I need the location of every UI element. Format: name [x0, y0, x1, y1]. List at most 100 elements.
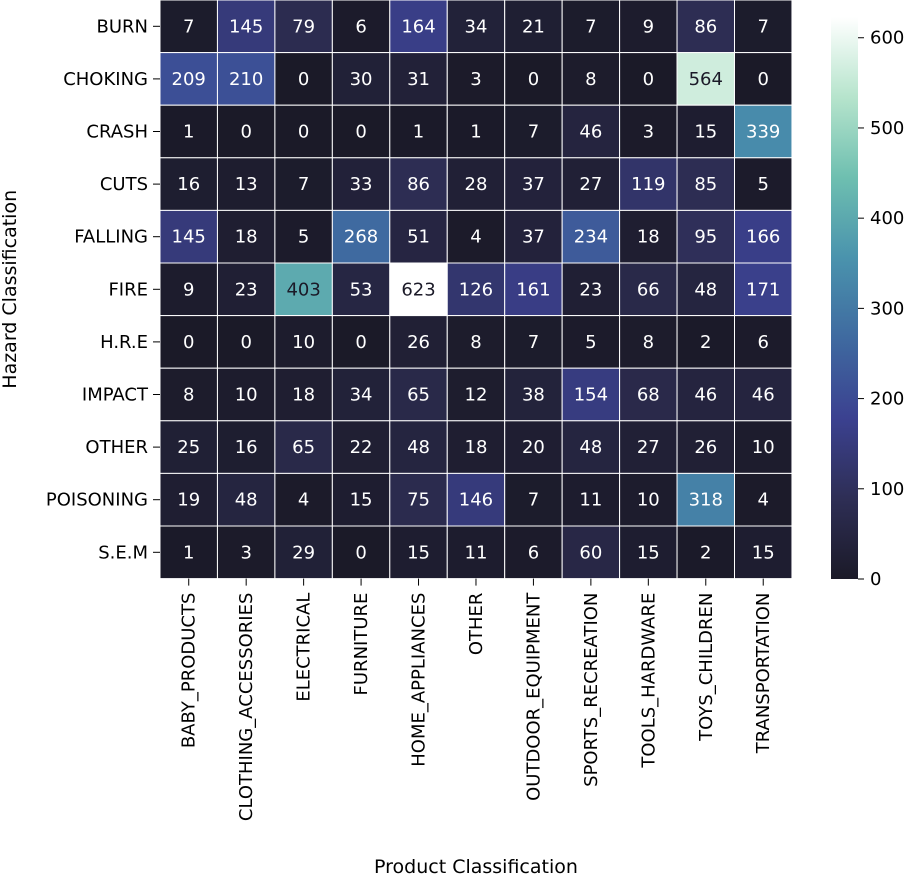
heatmap-cell: [619, 104, 678, 159]
cell-value-label: 0: [757, 69, 768, 90]
heatmap-cell: [734, 157, 793, 211]
heatmap-cell: [676, 420, 735, 474]
cell-value-label: 27: [637, 437, 660, 458]
cell-value-label: 0: [643, 69, 654, 90]
heatmap-cell: [619, 367, 678, 422]
cell-value-label: 145: [229, 16, 263, 37]
cell-value-label: 3: [240, 542, 251, 563]
y-tick-label: CUTS: [100, 174, 148, 195]
cell-value-label: 268: [344, 227, 378, 248]
x-tick-label: HOME_APPLIANCES: [409, 593, 430, 767]
cell-value-label: 29: [292, 542, 315, 563]
cell-value-label: 8: [643, 332, 654, 353]
heatmap-cell: [159, 525, 218, 580]
cell-value-label: 166: [746, 227, 780, 248]
heatmap-cell: [504, 315, 563, 369]
cell-value-label: 46: [694, 385, 717, 406]
heatmap-cell: [216, 0, 276, 54]
cell-value-label: 0: [298, 122, 309, 143]
heatmap-cell: [504, 52, 563, 106]
cell-value-label: 1: [413, 122, 424, 143]
cell-value-label: 4: [298, 490, 309, 511]
cell-value-label: 154: [574, 385, 608, 406]
heatmap-cell: [159, 472, 218, 527]
heatmap-cell: [676, 472, 735, 527]
x-tick-label: ELECTRICAL: [294, 593, 315, 702]
heatmap-cell: [446, 525, 506, 580]
heatmap-cell: [676, 52, 735, 106]
heatmap-cell: [446, 472, 506, 527]
cell-value-label: 65: [407, 385, 430, 406]
x-tick-label: BABY_PRODUCTS: [179, 593, 200, 749]
heatmap-cell: [216, 420, 276, 474]
y-tick-label: H.R.E: [100, 332, 148, 353]
cell-value-label: 9: [643, 16, 654, 37]
heatmap-cell: [676, 525, 735, 580]
cell-value-label: 15: [350, 490, 373, 511]
cell-value-label: 15: [694, 122, 717, 143]
colorbar-tick-label: 400: [870, 208, 904, 229]
cell-value-label: 15: [752, 542, 775, 563]
cell-value-label: 1: [470, 122, 481, 143]
y-tick-label: BURN: [97, 16, 149, 37]
heatmap-cell: [619, 0, 678, 54]
heatmap-cell: [734, 262, 793, 317]
cell-value-label: 15: [637, 542, 660, 563]
heatmap-cell: [216, 262, 276, 317]
cell-value-label: 19: [177, 490, 200, 511]
cell-value-label: 15: [407, 542, 430, 563]
cell-value-label: 31: [407, 69, 430, 90]
cell-value-label: 26: [407, 332, 430, 353]
heatmap-cells: [159, 0, 793, 580]
heatmap-cell: [676, 104, 735, 159]
heatmap-cell: [734, 104, 793, 159]
cell-value-label: 18: [465, 437, 488, 458]
cell-value-label: 564: [689, 69, 723, 90]
heatmap-cell: [619, 472, 678, 527]
cell-value-label: 38: [522, 385, 545, 406]
heatmap-cell: [331, 0, 391, 54]
cell-value-label: 16: [177, 174, 200, 195]
cell-value-label: 3: [470, 69, 481, 90]
cell-value-label: 0: [240, 332, 251, 353]
cell-value-label: 318: [689, 490, 723, 511]
colorbar-tick-label: 600: [870, 28, 904, 49]
cell-value-label: 0: [355, 542, 366, 563]
cell-value-label: 623: [401, 279, 435, 300]
cell-value-label: 20: [522, 437, 545, 458]
cell-value-label: 7: [528, 122, 539, 143]
cell-value-label: 6: [757, 332, 768, 353]
cell-value-label: 7: [528, 490, 539, 511]
cell-value-label: 5: [757, 174, 768, 195]
cell-value-label: 27: [579, 174, 602, 195]
cell-value-label: 5: [298, 227, 309, 248]
heatmap-cell: [561, 104, 621, 159]
heatmap-cell: [561, 367, 621, 422]
cell-value-label: 6: [355, 16, 366, 37]
heatmap-cell: [331, 525, 391, 580]
cell-value-label: 2: [700, 332, 711, 353]
y-tick-label: CRASH: [86, 122, 148, 143]
cell-value-label: 18: [637, 227, 660, 248]
cell-value-label: 119: [631, 174, 665, 195]
heatmap-cell: [446, 52, 506, 106]
cell-value-label: 10: [752, 437, 775, 458]
cell-value-label: 0: [355, 332, 366, 353]
heatmap-cell: [734, 315, 793, 369]
colorbar-ticks: 0 100 200 300 400 500 600: [858, 28, 904, 590]
cell-value-label: 210: [229, 69, 263, 90]
cell-value-label: 0: [183, 332, 194, 353]
cell-value-label: 48: [407, 437, 430, 458]
cell-value-label: 85: [694, 174, 717, 195]
cell-value-label: 146: [459, 490, 493, 511]
x-tick-label: TOYS_CHILDREN: [696, 593, 717, 742]
y-axis-label: Hazard Classification: [0, 190, 21, 389]
heatmap-cell: [561, 315, 621, 369]
cell-value-label: 60: [579, 542, 602, 563]
heatmap-cell: [216, 472, 276, 527]
heatmap-cell: [734, 367, 793, 422]
cell-value-label: 26: [694, 437, 717, 458]
cell-value-label: 51: [407, 227, 430, 248]
cell-value-label: 0: [355, 122, 366, 143]
